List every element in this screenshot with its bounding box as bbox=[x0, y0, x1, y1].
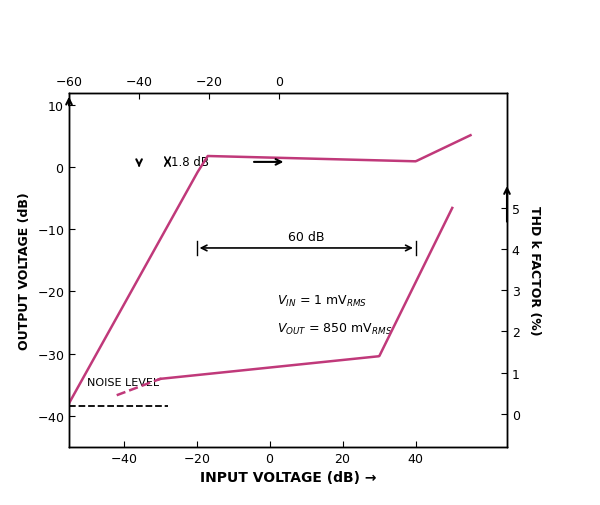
Text: $V_{OUT}$ = 850 mV$_{RMS}$: $V_{OUT}$ = 850 mV$_{RMS}$ bbox=[277, 321, 392, 336]
Text: NOISE LEVEL: NOISE LEVEL bbox=[87, 377, 160, 387]
X-axis label: INPUT VOLTAGE (dB) →: INPUT VOLTAGE (dB) → bbox=[200, 470, 376, 484]
Text: 60 dB: 60 dB bbox=[288, 231, 325, 243]
Y-axis label: THD k FACTOR (%): THD k FACTOR (%) bbox=[528, 206, 541, 335]
Text: 1.8 dB: 1.8 dB bbox=[171, 156, 209, 169]
Text: $V_{IN}$ = 1 mV$_{RMS}$: $V_{IN}$ = 1 mV$_{RMS}$ bbox=[277, 293, 367, 309]
Y-axis label: OUTPUT VOLTAGE (dB): OUTPUT VOLTAGE (dB) bbox=[18, 191, 31, 349]
